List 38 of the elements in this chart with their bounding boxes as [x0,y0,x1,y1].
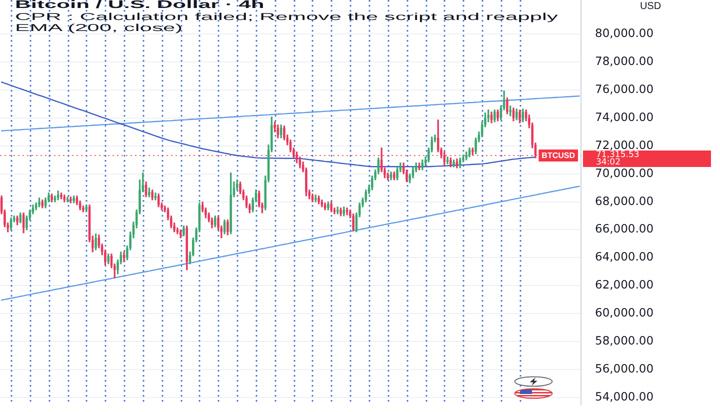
y-axis-title: USD [638,1,662,12]
candlestick [182,226,185,236]
candlestick [396,166,398,180]
candlestick [72,196,75,204]
y-tick-label: 80,000.00 [595,26,654,40]
annotation: CPR : Calculation failed; Remove the script and reapply [15,12,558,23]
candlestick [226,220,229,236]
y-tick-label: 76,000.00 [595,82,654,96]
candlestick [518,110,521,124]
candlestick [60,192,62,200]
y-tick-label: 72,000.00 [595,138,654,152]
y-tick-label: 70,000.00 [595,166,654,180]
candlestick [452,160,455,168]
y-tick-label: 54,000.00 [595,389,654,404]
candlestick [151,190,154,200]
candlestick [16,216,18,226]
candlestick [352,214,354,232]
text: 34:02 [596,158,620,168]
y-tick-label: 60,000.00 [595,306,654,320]
y-tick-label: 66,000.00 [595,222,654,236]
annotation: EMA (200, close) [15,22,183,34]
chart-title: Bitcoin / U.S. Dollar · 4h [15,0,264,11]
candlestick [506,98,508,114]
candlestick [318,196,320,204]
y-tick-label: 68,000.00 [595,194,654,208]
candlestick [327,202,330,210]
y-tick-label: 78,000.00 [595,54,654,68]
candlestick [340,208,342,216]
y-tick-label: 64,000.00 [595,250,654,264]
candlestick [94,234,97,250]
y-tick-label: 56,000.00 [595,361,654,376]
y-tick-label: 58,000.00 [595,333,654,348]
y-tick-label: 74,000.00 [595,110,654,124]
y-tick-label: 62,000.00 [595,278,654,292]
candlestick [496,110,499,122]
candlestick [38,198,40,208]
ref-line-label: BTCUSD [542,151,576,160]
candlestick [418,162,420,170]
